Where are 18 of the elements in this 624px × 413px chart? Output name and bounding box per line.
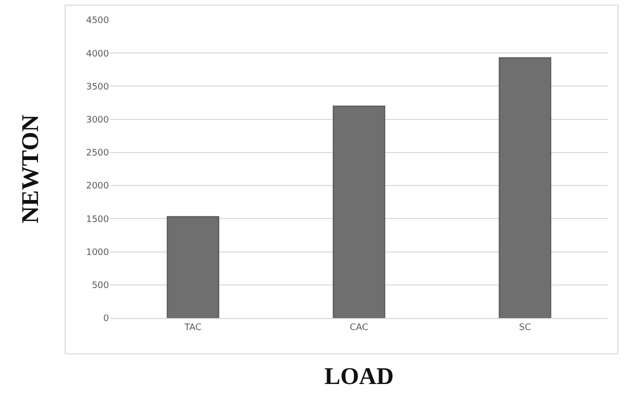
y-tick-label: 1500	[86, 214, 110, 225]
x-axis-title: LOAD	[324, 364, 394, 390]
y-tick-label: 4000	[86, 49, 110, 60]
y-tick-label: 3500	[86, 82, 110, 92]
bar	[498, 57, 552, 318]
y-tick-label: 4500	[86, 16, 110, 26]
bar	[166, 216, 220, 318]
y-tick-label: 500	[92, 281, 110, 292]
x-tick-label: CAC	[350, 322, 368, 333]
y-axis-title: NEWTON	[18, 114, 44, 224]
y-tick-label: 0	[103, 314, 110, 324]
x-tick-label: SC	[519, 322, 531, 333]
y-tick-label: 3000	[86, 115, 110, 126]
x-tick-label: TAC	[183, 322, 202, 333]
y-tick-label: 1000	[86, 248, 110, 258]
y-tick-label: 2500	[86, 148, 110, 159]
y-tick-label: 2000	[86, 182, 110, 192]
bar	[332, 106, 386, 318]
